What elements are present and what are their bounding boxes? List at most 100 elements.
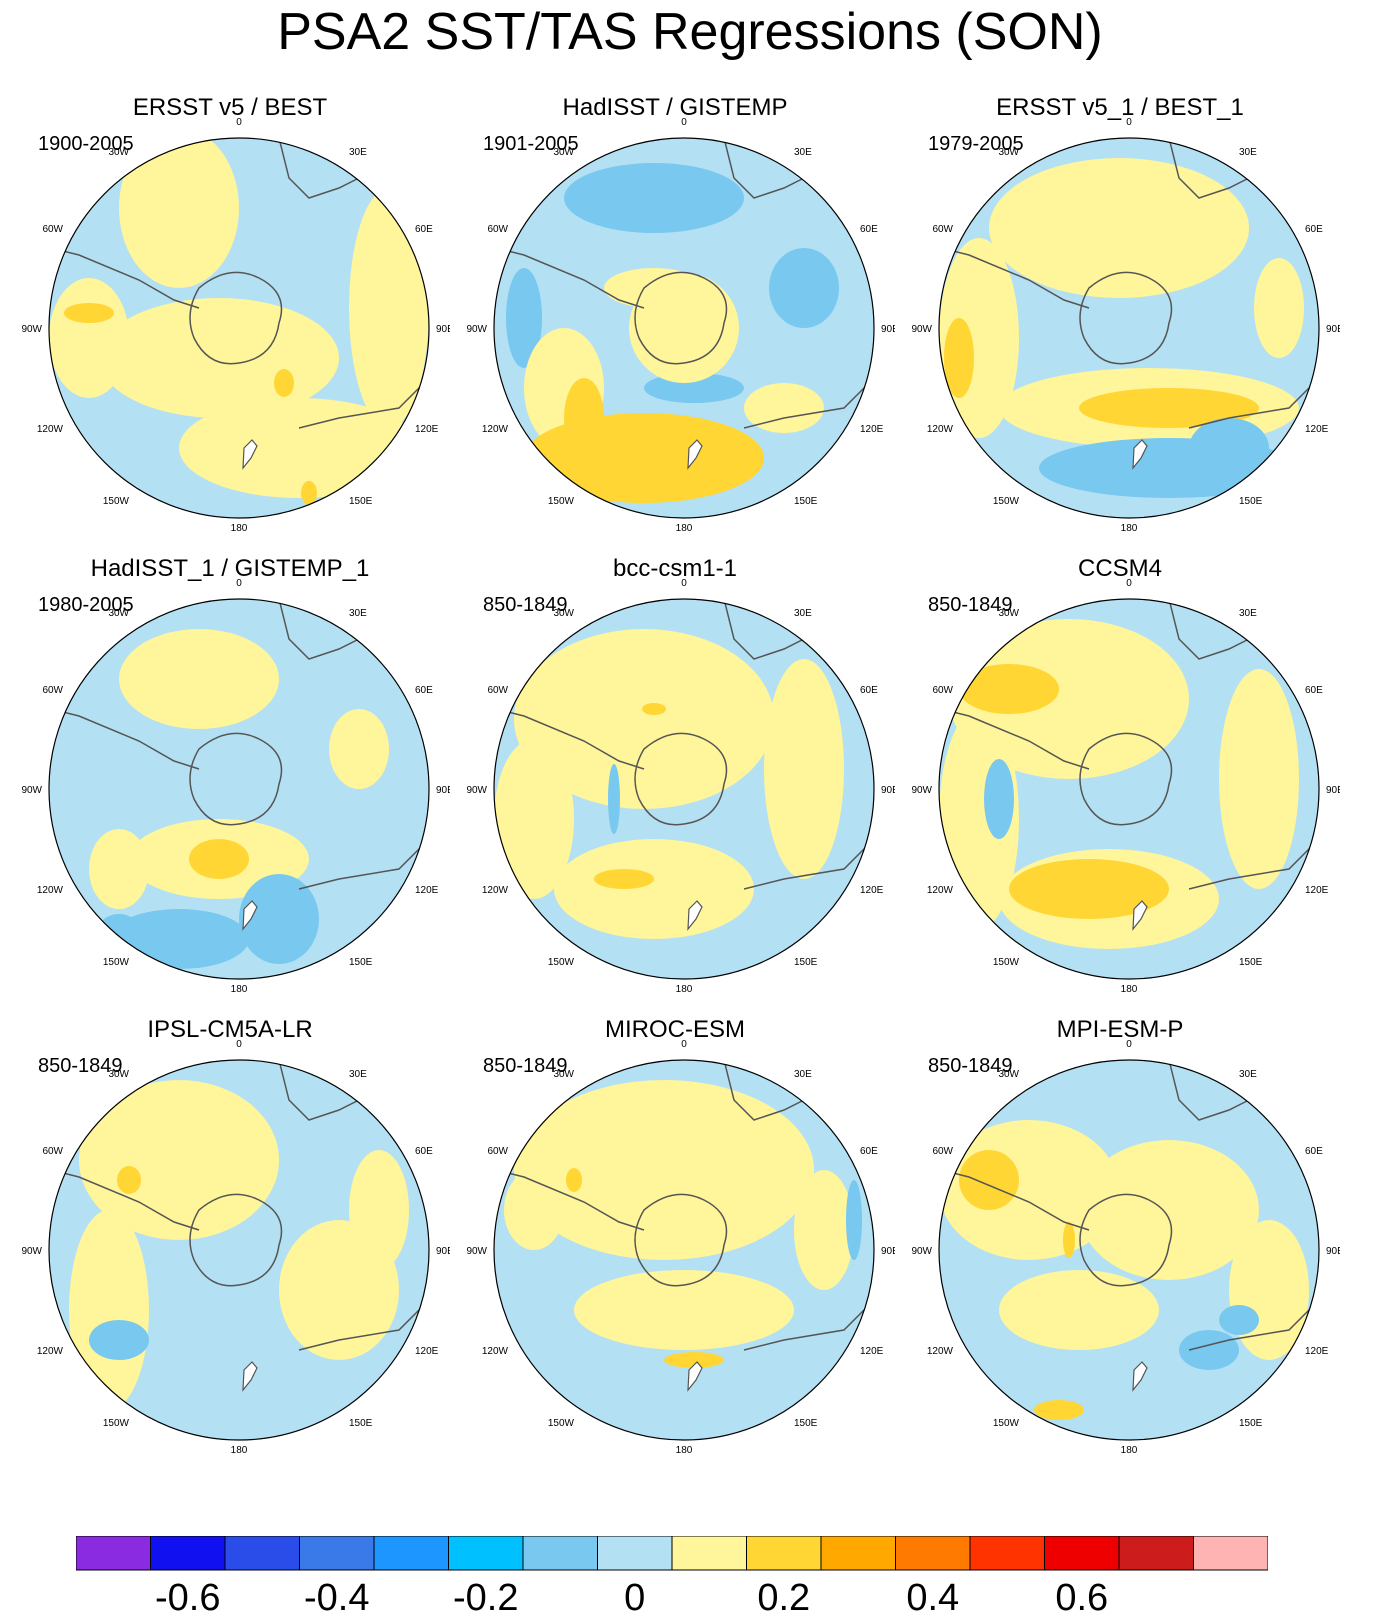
map-panel: 0 30E 60E 90E 120E 150E 180 150W 120W 90W 60W 30W ER… — [900, 94, 1340, 554]
colorbar-tick-label: 0.6 — [1055, 1577, 1109, 1619]
africa-coastline — [278, 1060, 360, 1121]
colorbar-swatch — [820, 1536, 896, 1571]
anomaly-contour — [64, 303, 114, 323]
longitude-label: 60W — [42, 685, 63, 696]
longitude-label: 120W — [482, 1346, 509, 1357]
antarctica-coastline — [634, 271, 728, 365]
longitude-label: 120W — [37, 424, 64, 435]
colorbar-swatch — [1044, 1536, 1120, 1571]
longitude-label: 120W — [482, 424, 509, 435]
south-america-coastline — [49, 1166, 200, 1231]
longitude-label: 30W — [108, 147, 129, 158]
longitude-label: 60E — [860, 685, 878, 696]
anomaly-contour — [959, 1150, 1019, 1210]
longitude-label: 90E — [436, 324, 450, 335]
colorbar-tick-label: -0.4 — [304, 1577, 370, 1619]
longitude-label: 60E — [1305, 224, 1323, 235]
longitude-label: 30E — [1239, 147, 1257, 158]
longitude-label: 90E — [436, 785, 450, 796]
polar-map: 0 30E 60E 90E 120E 150E 180 150W 120W 90W 60W 30W — [911, 1039, 1340, 1456]
panel-period: 1979-2005 — [928, 133, 1024, 155]
longitude-label: 30E — [794, 147, 812, 158]
longitude-label: 90E — [1326, 1246, 1340, 1257]
longitude-label: 150W — [103, 957, 130, 968]
anomaly-contour — [664, 1352, 724, 1368]
colorbar-tick-label: -0.2 — [453, 1577, 519, 1619]
longitude-label: 0 — [681, 578, 687, 589]
longitude-label: 180 — [676, 1445, 693, 1456]
longitude-label: 30W — [998, 1069, 1019, 1080]
longitude-label: 180 — [231, 523, 248, 534]
south-america-coastline — [494, 705, 645, 770]
anomaly-contour — [594, 869, 654, 889]
colorbar-swatch — [597, 1536, 673, 1571]
map-panel: 0 30E 60E 90E 120E 150E 180 150W 120W 90W 60W 30W MP… — [900, 1016, 1340, 1476]
longitude-label: 180 — [1121, 523, 1138, 534]
panel-title: MPI-ESM-P — [1056, 1016, 1184, 1043]
new-zealand-coastline — [1132, 439, 1148, 470]
map-border — [493, 1059, 875, 1441]
anomaly-contour — [949, 619, 1189, 779]
new-zealand-coastline — [242, 900, 258, 931]
australia-coastline — [1188, 1299, 1319, 1351]
colorbar-tick-label: 0 — [624, 1577, 646, 1619]
figure-title: PSA2 SST/TAS Regressions (SON) — [277, 3, 1103, 61]
longitude-label: 0 — [236, 578, 242, 589]
longitude-label: 30W — [998, 608, 1019, 619]
south-america-coastline — [494, 1166, 645, 1231]
colorbar-tick-label: -0.6 — [155, 1577, 221, 1619]
antarctica-coastline — [634, 732, 728, 826]
new-zealand-coastline — [242, 1361, 258, 1392]
polar-map: 0 30E 60E 90E 120E 150E 180 150W 120W 90W 60W 30W — [21, 117, 450, 534]
longitude-label: 90W — [911, 785, 932, 796]
anomaly-contour — [554, 839, 754, 939]
antarctica-coastline — [1079, 271, 1173, 365]
longitude-label: 30E — [349, 1069, 367, 1080]
australia-coastline — [743, 1299, 874, 1351]
anomaly-contour — [514, 1080, 814, 1260]
anomaly-contour — [574, 1270, 794, 1350]
longitude-label: 60E — [860, 224, 878, 235]
longitude-label: 150W — [993, 1418, 1020, 1429]
map-border — [938, 1059, 1320, 1441]
colorbar-swatch — [969, 1536, 1045, 1571]
longitude-label: 180 — [1121, 984, 1138, 995]
longitude-label: 60W — [487, 1146, 508, 1157]
antarctica-coastline — [189, 1193, 283, 1287]
longitude-label: 120E — [860, 1346, 884, 1357]
australia-coastline — [1188, 377, 1319, 429]
longitude-label: 150E — [794, 496, 818, 507]
anomaly-contour — [608, 764, 620, 834]
colorbar-swatch — [746, 1536, 822, 1571]
longitude-label: 90E — [881, 324, 895, 335]
anomaly-contour — [119, 138, 239, 288]
longitude-label: 150E — [794, 957, 818, 968]
anomaly-contour — [564, 163, 744, 233]
map-border — [938, 598, 1320, 980]
anomaly-contour — [301, 481, 317, 505]
longitude-label: 0 — [681, 1039, 687, 1050]
south-america-coastline — [939, 244, 1090, 309]
anomaly-contour — [119, 629, 279, 729]
anomaly-contour — [1219, 669, 1299, 889]
africa-coastline — [1168, 138, 1250, 199]
panel-title: HadISST_1 / GISTEMP_1 — [90, 555, 370, 582]
longitude-label: 150E — [349, 1418, 373, 1429]
anomaly-contour — [504, 1170, 564, 1250]
anomaly-contour — [1219, 1305, 1259, 1335]
anomaly-contour — [524, 413, 764, 503]
longitude-label: 60E — [1305, 1146, 1323, 1157]
panel-period: 1900-2005 — [38, 133, 134, 155]
africa-coastline — [723, 1060, 805, 1121]
colorbar-swatch — [299, 1536, 375, 1571]
anomaly-contour — [239, 874, 319, 964]
longitude-label: 120W — [37, 885, 64, 896]
longitude-label: 90W — [21, 1246, 42, 1257]
longitude-label: 150E — [794, 1418, 818, 1429]
longitude-label: 150W — [548, 957, 575, 968]
longitude-label: 180 — [676, 984, 693, 995]
anomaly-contour — [179, 398, 419, 498]
polar-map: 0 30E 60E 90E 120E 150E 180 150W 120W 90W 60W 30W — [21, 1039, 450, 1456]
longitude-label: 90E — [1326, 785, 1340, 796]
africa-coastline — [278, 138, 360, 199]
